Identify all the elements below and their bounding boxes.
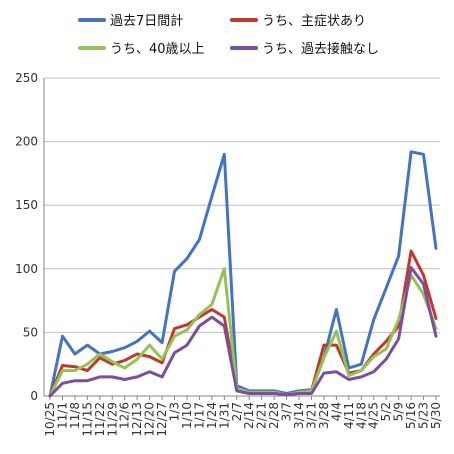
y-tick-label: 250 [15,71,38,85]
x-tick-label: 3/21 [304,402,318,429]
x-tick-label: 4/18 [354,402,368,429]
x-tick-label: 5/9 [392,402,406,421]
x-tick-label: 11/22 [93,402,107,437]
x-tick-label: 4/25 [367,402,381,429]
y-axis: 0 50 100 150 200 250 [15,71,45,403]
x-tick-label: 10/25 [43,402,57,437]
x-tick-label: 2/21 [255,402,269,429]
x-tick-label: 5/2 [379,402,393,421]
plot-area [48,150,438,398]
y-tick-label: 50 [23,325,38,339]
x-tick-label: 4/4 [329,402,343,421]
x-tick-label: 12/13 [130,402,144,437]
legend-label: うち、主症状あり [262,14,366,29]
x-tick-label: 11/1 [55,402,69,429]
x-tick-label: 1/3 [168,402,182,421]
x-tick-label: 11/8 [68,402,82,429]
x-tick-label: 12/27 [155,402,169,437]
y-tick-label: 200 [15,135,38,149]
x-tick-label: 5/30 [429,402,443,429]
gridlines [44,77,440,397]
x-tick-label: 1/31 [217,402,231,429]
x-tick-label: 1/17 [192,402,206,429]
x-tick-label: 3/7 [280,402,294,421]
x-tick-label: 1/10 [180,402,194,429]
x-tick-label: 2/7 [230,402,244,421]
x-tick-label: 4/11 [342,402,356,429]
x-tick-label: 2/14 [242,402,256,429]
legend-label: 過去7日間計 [110,13,183,29]
x-axis: 10/2511/111/811/1511/2211/2912/612/1312/… [43,396,443,437]
x-tick-label: 12/6 [118,402,132,429]
series-line-0 [48,150,438,398]
x-tick-label: 3/14 [292,402,306,429]
series-line-3 [48,266,438,398]
legend-label: うち、過去接触なし [262,41,379,57]
y-tick-label: 0 [30,389,38,403]
series-line-2 [48,267,438,398]
x-tick-label: 3/28 [317,402,331,429]
series-line-1 [48,249,438,398]
legend-label: うち、40歳以上 [110,42,205,57]
x-tick-label: 12/20 [143,402,157,437]
y-tick-label: 100 [15,262,38,276]
x-tick-label: 5/16 [404,402,418,429]
x-tick-label: 2/28 [267,402,281,429]
x-tick-label: 11/29 [105,402,119,437]
y-tick-label: 150 [15,198,38,212]
x-tick-label: 5/23 [417,402,431,429]
x-tick-label: 1/24 [205,402,219,429]
x-tick-label: 11/15 [80,402,94,437]
